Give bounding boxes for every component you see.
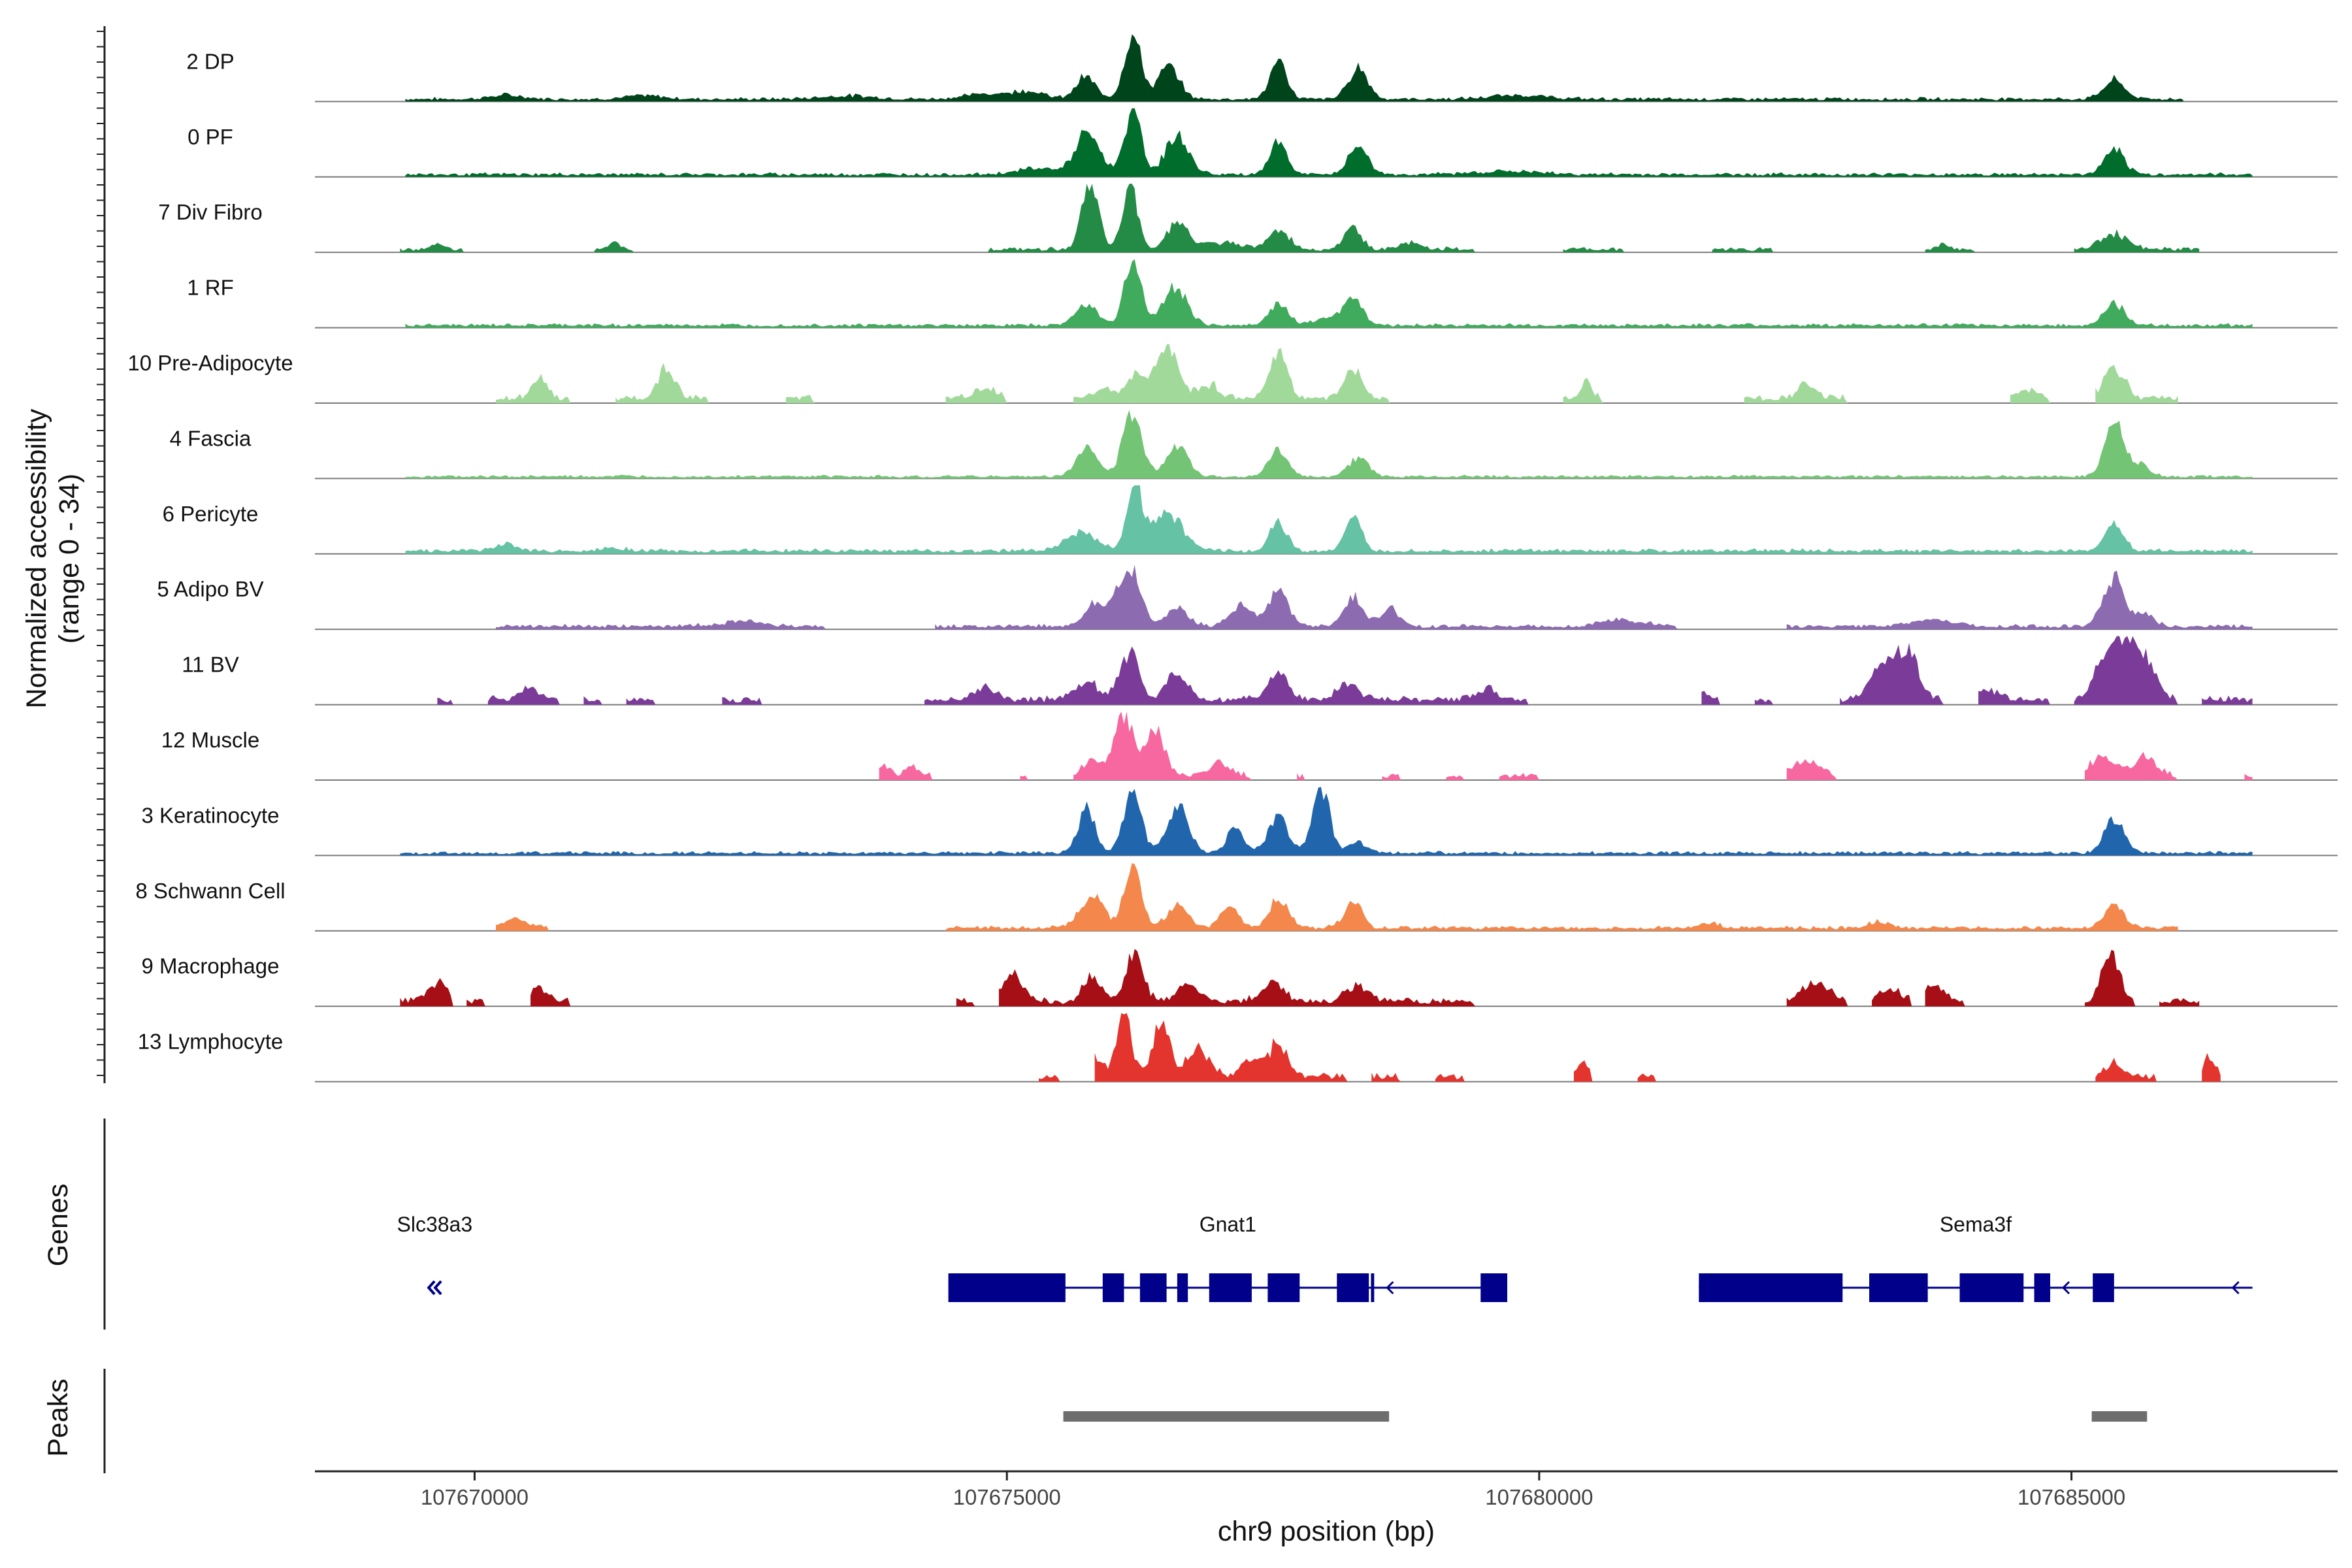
- peaks-panel-title: Peaks: [42, 1379, 74, 1457]
- strand-arrow: [2061, 1281, 2070, 1295]
- track-label: 1 RF: [187, 276, 234, 300]
- coverage-area: [1039, 1013, 2221, 1082]
- gene-slc38a3: Slc38a3: [397, 1213, 472, 1296]
- track-label: 5 Adipo BV: [157, 577, 263, 601]
- coverage-area: [879, 711, 2253, 780]
- gene-exon: [1699, 1273, 1843, 1302]
- coverage-tracks: 2 DP 0 PF 7 Div Fibro 1 RF 10 Pre-Adipocyte 4…: [97, 26, 2338, 1083]
- track-10-pre-adipocyte: 10 Pre-Adipocyte: [127, 344, 2338, 404]
- track-label: 3 Keratinocyte: [142, 803, 280, 827]
- track-label: 10 Pre-Adipocyte: [127, 351, 293, 375]
- track-3-keratinocyte: 3 Keratinocyte: [142, 787, 2338, 857]
- track-label: 12 Muscle: [161, 728, 259, 752]
- x-axis-title: chr9 position (bp): [1218, 1516, 1435, 1547]
- gene-exon: [1869, 1273, 1928, 1302]
- x-tick-label: 107685000: [2017, 1485, 2125, 1509]
- gene-exon: [948, 1273, 1066, 1302]
- gene-exon: [1371, 1273, 1375, 1302]
- coverage-area: [496, 344, 2178, 403]
- genes-panel-title: Genes: [42, 1184, 74, 1267]
- coverage-area: [400, 184, 2200, 253]
- track-11-bv: 11 BV: [182, 636, 2338, 706]
- coverage-area: [400, 787, 2253, 856]
- x-tick-label: 107680000: [1485, 1485, 1593, 1509]
- gene-exon: [1139, 1273, 1167, 1302]
- track-label: 2 DP: [186, 49, 234, 73]
- track-label: 0 PF: [188, 125, 233, 149]
- track-label: 9 Macrophage: [142, 954, 280, 978]
- track-5-adipo-bv: 5 Adipo BV: [157, 564, 2338, 630]
- y-axis-label: Normalized accessibility: [21, 408, 52, 708]
- gene-label: Slc38a3: [397, 1213, 472, 1236]
- coverage-area: [496, 863, 2178, 931]
- track-4-fascia: 4 Fascia: [170, 410, 2338, 480]
- track-label: 8 Schwann Cell: [135, 879, 285, 903]
- x-tick-label: 107675000: [953, 1485, 1061, 1509]
- gene-exon: [1959, 1273, 2024, 1302]
- track-1-rf: 1 RF: [187, 259, 2338, 329]
- strand-arrow: [427, 1280, 442, 1296]
- track-7-div-fibro: 7 Div Fibro: [158, 184, 2338, 253]
- track-13-lymphocyte: 13 Lymphocyte: [138, 1013, 2338, 1083]
- coverage-area: [437, 636, 2253, 705]
- gene-exon: [1267, 1273, 1300, 1302]
- y-axis-ticks: [97, 26, 106, 1083]
- gene-exon: [2093, 1273, 2114, 1302]
- coverage-area: [496, 564, 2253, 630]
- track-2-dp: 2 DP: [186, 34, 2338, 103]
- track-label: 6 Pericyte: [163, 502, 259, 526]
- gene-gnat1: Gnat1: [948, 1213, 1508, 1302]
- peak-region: [1063, 1411, 1390, 1422]
- y-axis-range-label: (range 0 - 34): [54, 474, 85, 644]
- coverage-area: [405, 259, 2253, 328]
- peaks-panel: [103, 1369, 2148, 1473]
- gene-label: Sema3f: [1940, 1213, 2012, 1236]
- track-8-schwann-cell: 8 Schwann Cell: [135, 863, 2338, 932]
- gene-exon: [1337, 1273, 1369, 1302]
- track-12-muscle: 12 Muscle: [161, 711, 2338, 781]
- gene-label: Gnat1: [1200, 1213, 1256, 1236]
- coverage-area: [405, 485, 2253, 554]
- y-axis-title: Normalized accessibility (range 0 - 34): [21, 408, 85, 708]
- gene-exon: [1209, 1273, 1252, 1302]
- track-label: 7 Div Fibro: [158, 200, 263, 224]
- track-label: 4 Fascia: [170, 426, 252, 450]
- track-6-pericyte: 6 Pericyte: [163, 485, 2338, 555]
- gene-exon: [1102, 1273, 1124, 1302]
- coverage-area: [400, 949, 2200, 1007]
- x-tick-label: 107670000: [421, 1485, 529, 1509]
- track-9-macrophage: 9 Macrophage: [142, 949, 2338, 1007]
- gene-exon: [1480, 1273, 1508, 1302]
- track-0-pf: 0 PF: [188, 108, 2338, 178]
- track-label: 11 BV: [182, 653, 238, 677]
- strand-arrow: [2231, 1281, 2240, 1295]
- genes-panel: Slc38a3 Gnat1 Sema3f: [103, 1119, 2253, 1330]
- x-axis: 107670000 107675000 107680000 107685000: [315, 1470, 2338, 1509]
- coverage-area: [405, 410, 2253, 479]
- strand-arrow: [1386, 1281, 1394, 1295]
- coverage-area: [405, 108, 2253, 177]
- peak-region: [2091, 1411, 2148, 1422]
- gene-sema3f: Sema3f: [1699, 1213, 2253, 1302]
- gene-exon: [2034, 1273, 2051, 1302]
- track-label: 13 Lymphocyte: [138, 1030, 284, 1054]
- gene-exon: [1177, 1273, 1188, 1302]
- strand-arrow: [1486, 1281, 1495, 1295]
- coverage-area: [405, 34, 2183, 102]
